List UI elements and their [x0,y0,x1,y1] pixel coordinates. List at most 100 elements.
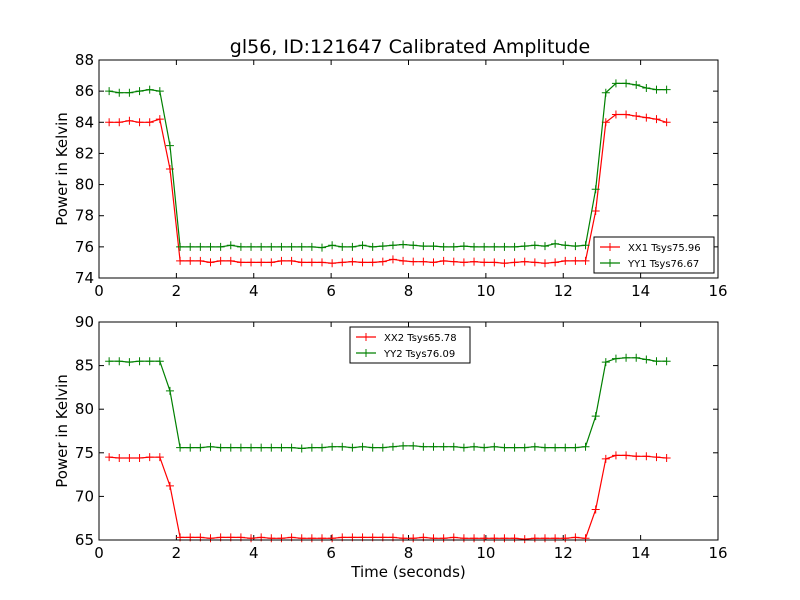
data-point [307,242,316,251]
x-tick-label: 6 [326,282,336,300]
data-point [561,443,570,452]
data-point [591,207,600,216]
data-point [561,256,570,265]
data-point [399,256,408,265]
data-point [145,85,154,94]
data-point [540,242,549,251]
data-point [439,242,448,251]
data-point [470,442,479,451]
data-point [551,443,560,452]
y-tick-label: 86 [75,82,94,100]
legend-marker [606,243,614,251]
axes-frame [98,321,719,541]
y-tick-label: 80 [75,176,94,194]
data-point [196,256,205,265]
data-point [378,257,387,266]
legend-marker [362,349,370,357]
data-point [247,242,256,251]
data-point [510,242,519,251]
data-point [388,241,397,250]
data-point [206,258,215,267]
data-point [449,242,458,251]
series-2 [105,79,671,252]
data-point [206,534,215,543]
data-point [348,242,357,251]
x-tick-label: 0 [94,282,104,300]
data-point [601,454,610,463]
data-point [267,242,276,251]
data-point [368,258,377,267]
data-point [176,242,185,251]
y-tick-label: 85 [75,357,94,375]
data-point [145,453,154,462]
x-tick-label: 8 [404,544,414,562]
data-point [368,242,377,251]
data-point [358,442,367,451]
data-point [652,85,661,94]
data-point [409,534,418,543]
data-point [399,441,408,450]
data-point [348,443,357,452]
data-point [632,353,641,362]
data-point [226,256,235,265]
data-point [480,443,489,452]
data-point [520,242,529,251]
data-point [257,242,266,251]
legend: XX1 Tsys75.96 YY1 Tsys76.67 [593,236,715,274]
data-point [236,242,245,251]
data-point [338,442,347,451]
data-point [226,241,235,250]
data-point [429,534,438,543]
data-point [267,534,276,543]
data-point [581,256,590,265]
data-point [439,442,448,451]
data-point [622,110,631,119]
data-point [226,443,235,452]
y-tick-label: 88 [75,51,94,69]
data-point [216,256,225,265]
data-point [500,443,509,452]
data-point [338,258,347,267]
data-point [490,442,499,451]
y-tick-label: 90 [75,313,94,331]
data-point [297,258,306,267]
y-tick-label: 80 [75,400,94,418]
data-point [561,534,570,543]
data-point [247,258,256,267]
data-point [439,256,448,265]
data-point [135,357,144,366]
data-point [317,443,326,452]
data-point [236,258,245,267]
data-point [419,242,428,251]
data-point [307,258,316,267]
data-point [358,258,367,267]
data-point [520,535,529,544]
series-1 [105,110,671,268]
legend-label: XX1 Tsys75.96 [628,243,701,254]
data-point [216,443,225,452]
data-point [459,258,468,267]
data-point [165,481,174,490]
x-tick-label: 8 [404,282,414,300]
y-tick-label: 76 [75,238,94,256]
data-point [470,257,479,266]
data-point [277,534,286,543]
data-point [409,241,418,250]
x-tick-label: 16 [708,282,727,300]
legend-frame [349,326,471,364]
data-point [642,113,651,122]
data-point [216,242,225,251]
data-point [622,353,631,362]
data-point [297,534,306,543]
data-point [125,88,134,97]
data-point [591,185,600,194]
data-point [186,242,195,251]
data-point [186,256,195,265]
data-point [287,443,296,452]
data-point [297,444,306,453]
data-point [540,443,549,452]
legend-marker [606,259,614,267]
series-1 [105,451,671,544]
data-point [247,534,256,543]
data-point [601,358,610,367]
